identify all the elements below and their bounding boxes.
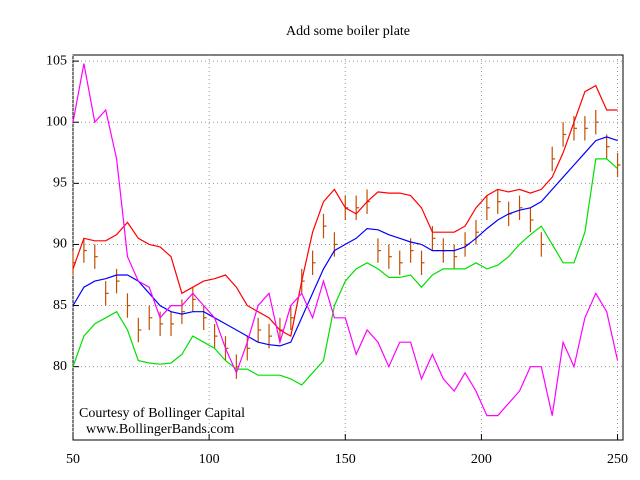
x-tick-label: 50	[66, 452, 80, 467]
x-tick-label: 250	[607, 452, 628, 467]
annotation: www.BollingerBands.com	[86, 422, 235, 437]
y-tick-label: 100	[46, 114, 67, 129]
y-tick-label: 90	[53, 237, 67, 252]
chart-title: Add some boiler plate	[286, 24, 410, 39]
y-tick-label: 105	[46, 53, 67, 68]
annotation: Courtesy of Bollinger Capital	[79, 406, 245, 421]
series-line	[72, 158, 619, 386]
series-line	[72, 136, 618, 347]
y-tick-label: 95	[53, 176, 67, 191]
x-tick-label: 150	[335, 452, 356, 467]
series-line	[72, 84, 618, 338]
series-line	[72, 63, 619, 417]
y-tick-label: 80	[53, 359, 67, 374]
y-tick-label: 85	[53, 298, 67, 313]
x-tick-label: 200	[471, 452, 492, 467]
plot-frame	[72, 54, 624, 441]
x-tick-label: 100	[199, 452, 220, 467]
